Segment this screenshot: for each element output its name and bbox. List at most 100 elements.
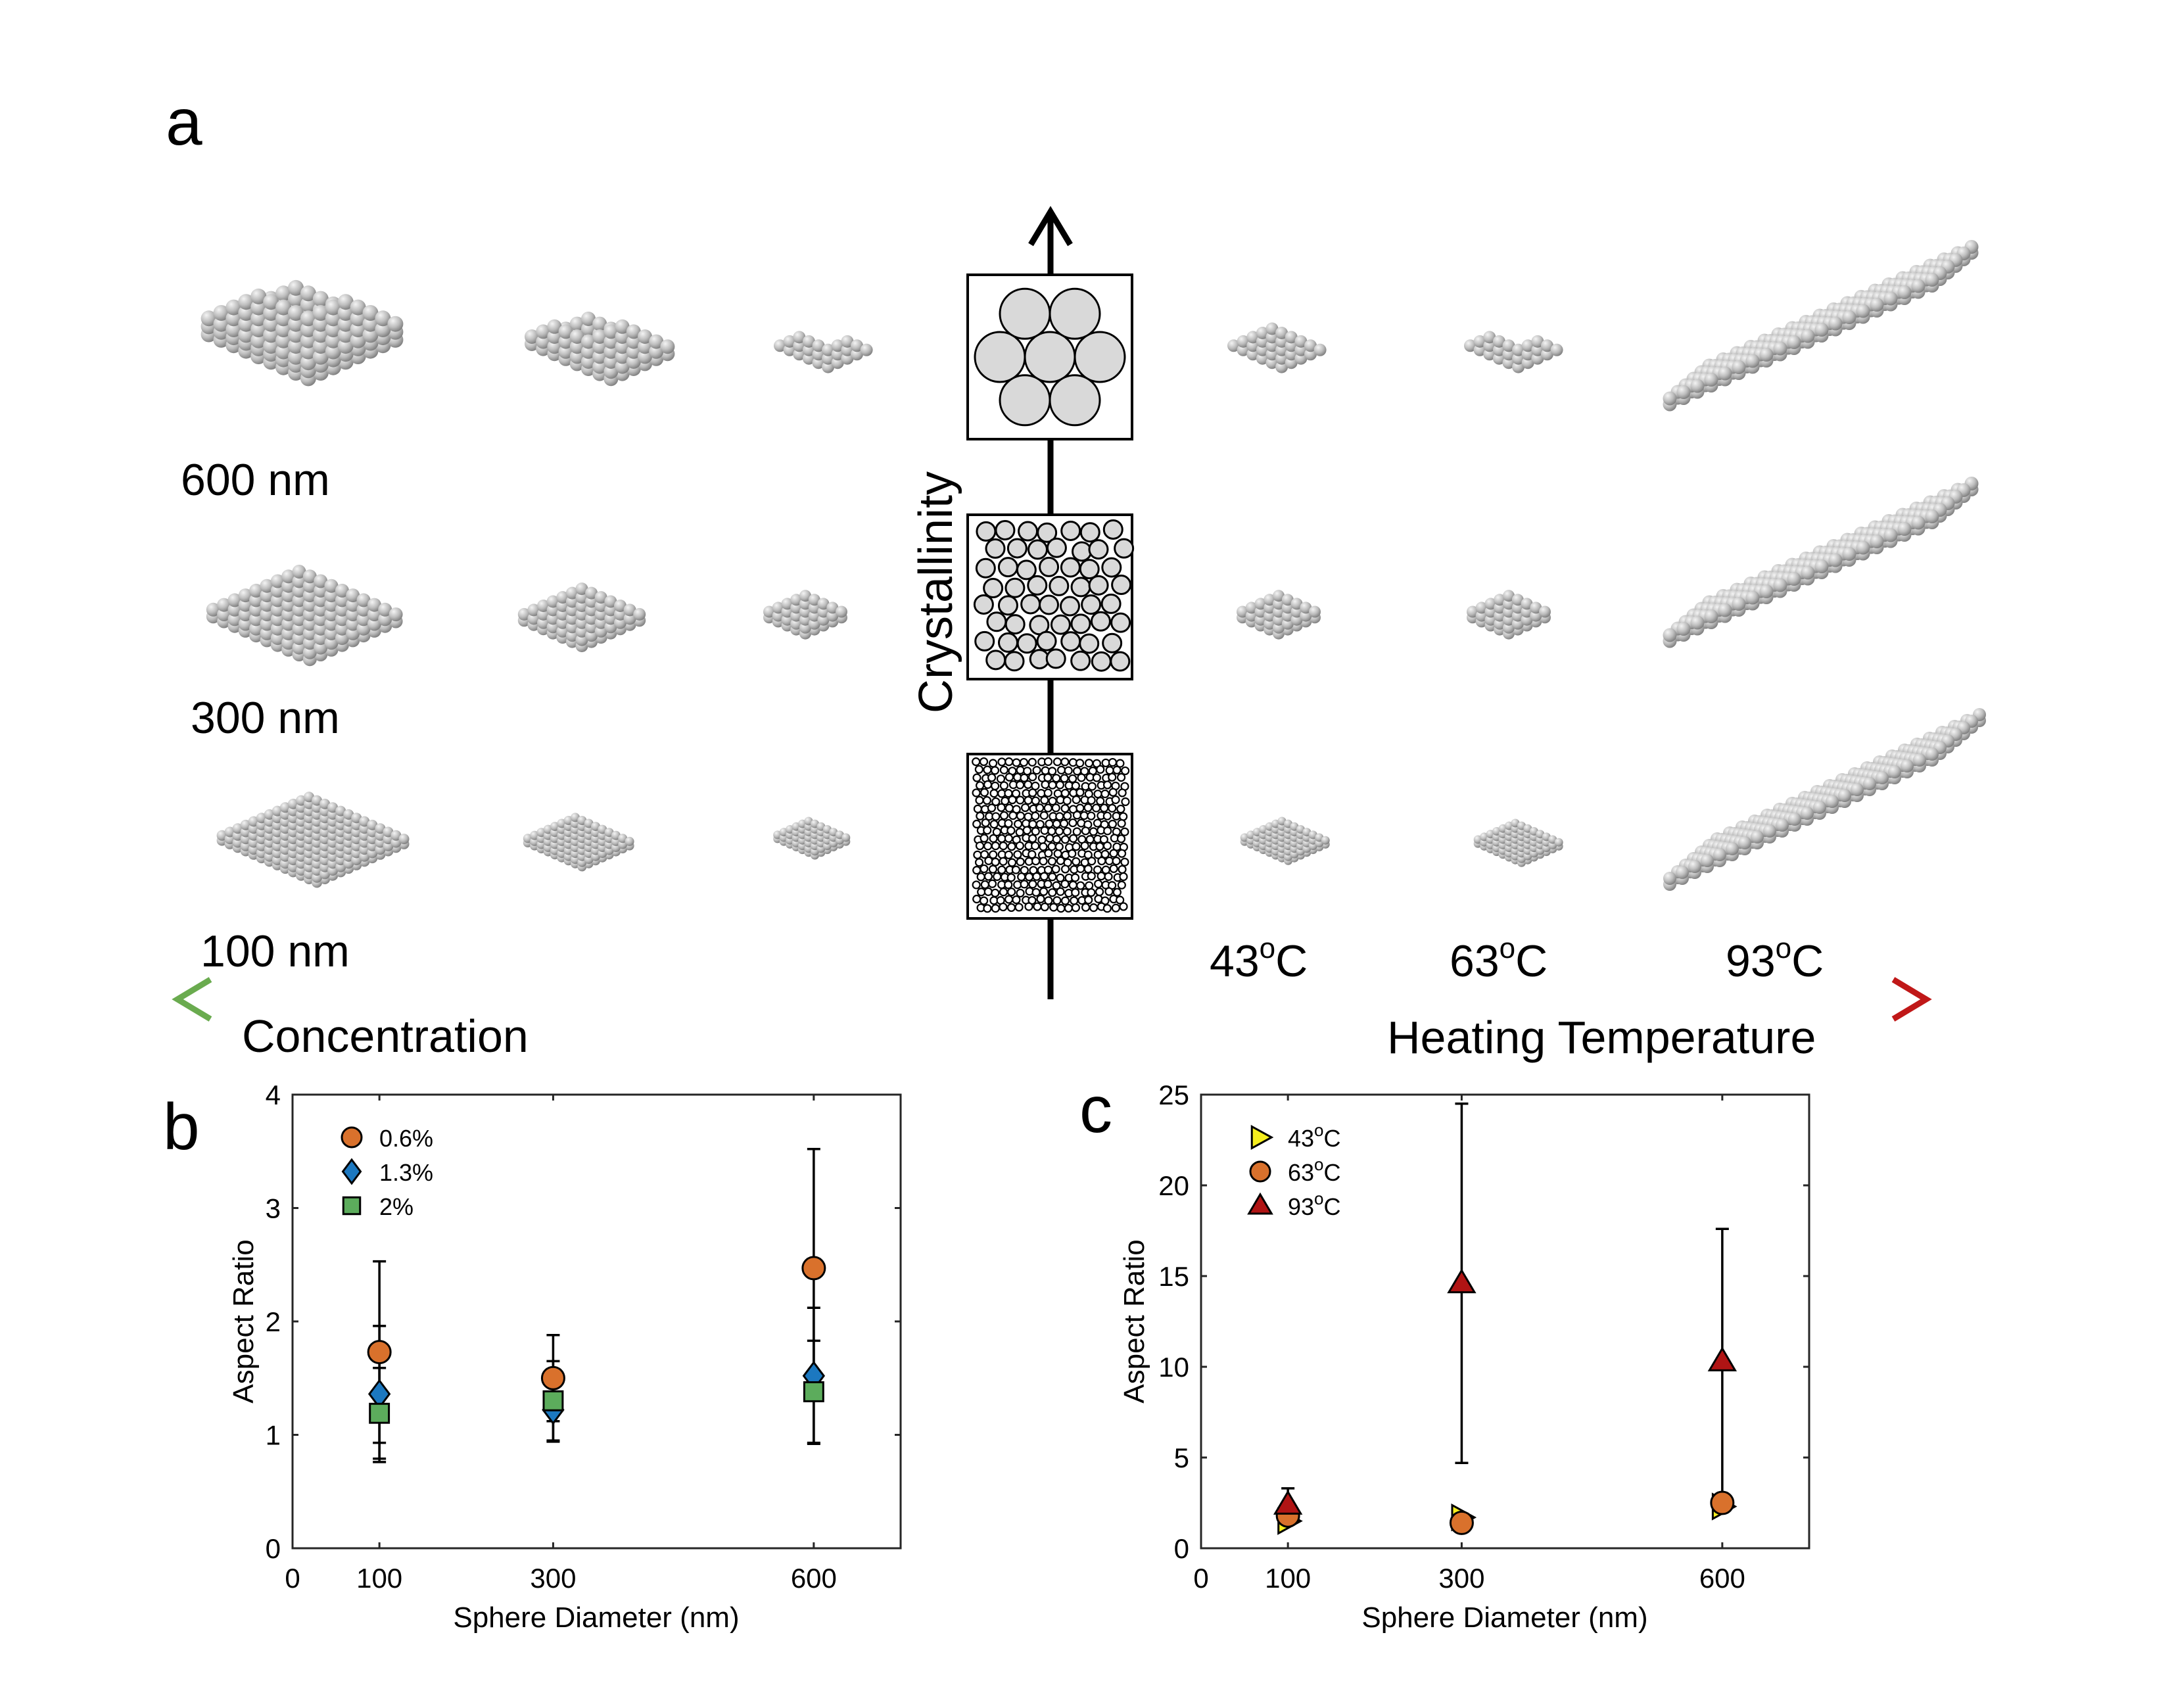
sphere [536, 324, 551, 339]
packing-circle [1040, 826, 1049, 835]
packing-circle [1102, 904, 1112, 913]
packing-circle [1064, 903, 1073, 913]
sphere [790, 594, 803, 606]
packing-circle [1004, 651, 1025, 672]
sphere [232, 823, 243, 834]
sphere [249, 583, 264, 598]
packing-circle [1028, 772, 1037, 782]
packing-circle [1102, 780, 1112, 790]
packing-circle [1108, 772, 1117, 782]
sphere [1511, 594, 1524, 606]
sphere [1521, 348, 1534, 361]
sphere [1826, 795, 1839, 808]
packing-circle [1116, 895, 1125, 905]
packing-circle [1027, 575, 1048, 596]
sphere [319, 798, 331, 809]
sphere [1473, 335, 1486, 348]
sphere [1913, 753, 1926, 767]
sphere [547, 329, 562, 344]
sphere [565, 586, 579, 600]
sphere [288, 279, 304, 296]
packing-circle [999, 374, 1051, 427]
sphere [626, 334, 641, 349]
sphere [638, 329, 652, 344]
sphere [201, 310, 217, 327]
packing-circle [997, 803, 1006, 812]
packing-circle [1004, 895, 1014, 904]
packing-circle [1024, 795, 1033, 805]
sphere [287, 798, 298, 809]
packing-circle [997, 865, 1006, 874]
sphere [763, 605, 775, 618]
packing-circle [1028, 757, 1037, 767]
packing-circle [1119, 902, 1128, 911]
crystallinity-label: Crystallinity [910, 471, 962, 713]
packing-circle [1045, 819, 1054, 828]
x-tick-label: 0 [1193, 1563, 1208, 1594]
packing-circle [1070, 577, 1091, 598]
sphere [1690, 615, 1705, 630]
packing-circle [991, 841, 1000, 851]
sphere [300, 354, 316, 371]
sphere [774, 339, 786, 352]
packing-circle [991, 857, 1000, 866]
sphere [603, 334, 619, 349]
packing-circle [1049, 575, 1070, 596]
sphere [1676, 866, 1689, 879]
sphere [1718, 366, 1732, 381]
sphere [1541, 339, 1553, 352]
packing-circle [1088, 539, 1109, 560]
sphere [615, 359, 630, 374]
sphere [304, 792, 314, 803]
sphere [1828, 316, 1843, 331]
packing-circle [1056, 887, 1065, 896]
sphere [325, 310, 341, 327]
packing-circle [1004, 850, 1013, 859]
packing-circle [1100, 789, 1110, 799]
packing-circle [1112, 857, 1121, 866]
sphere [263, 294, 279, 310]
sphere [263, 327, 279, 343]
sphere [260, 617, 274, 631]
packing-circle [1060, 804, 1070, 813]
packing-circle [1102, 519, 1123, 540]
packing-circle [1102, 841, 1112, 851]
x-tick-label: 0 [285, 1563, 300, 1594]
sphere [1467, 605, 1478, 618]
sphere [302, 645, 317, 659]
sphere [623, 612, 636, 625]
packing-circle [1039, 594, 1060, 615]
packing-circle [976, 872, 985, 882]
sphere [302, 636, 317, 650]
packing-circle [1059, 819, 1069, 828]
x-tick-label: 100 [1265, 1563, 1311, 1594]
sphere [275, 321, 292, 337]
sphere [569, 349, 584, 364]
packing-circle [997, 632, 1018, 653]
sphere [213, 316, 229, 332]
packing-circle [1056, 873, 1065, 882]
sphere [362, 327, 379, 343]
sphere [793, 348, 806, 361]
sphere [1285, 331, 1298, 344]
panel-c-letter: c [1079, 1073, 1112, 1147]
packing-circle [1036, 630, 1057, 652]
sphere [1494, 594, 1506, 606]
sphere [288, 305, 304, 321]
packing-circle [1116, 759, 1125, 768]
legend-marker [1247, 1192, 1273, 1215]
sphere [1275, 327, 1288, 339]
sphere [603, 364, 619, 379]
packing-circle [1020, 880, 1029, 889]
packing-circle [1103, 826, 1112, 836]
packing-circle [999, 287, 1051, 340]
packing-circle [987, 879, 997, 888]
sphere [1745, 590, 1760, 605]
sphere [250, 321, 267, 337]
packing-circle [1048, 796, 1057, 806]
packing-circle [985, 538, 1006, 559]
sphere [581, 321, 596, 337]
sphere [270, 621, 285, 636]
